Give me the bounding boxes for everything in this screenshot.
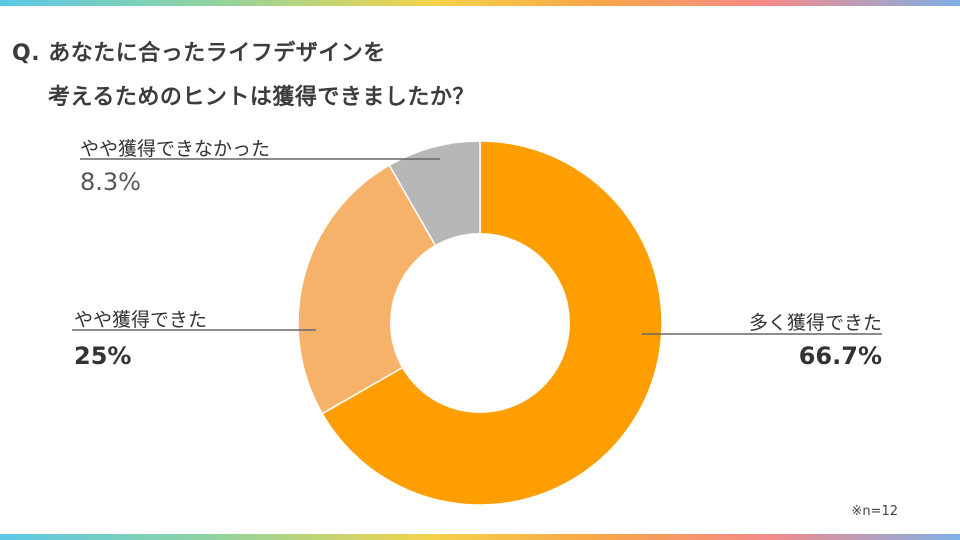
question-title: Q. あなたに合ったライフデザインを 考えるためのヒントは獲得できましたか？ — [12, 32, 475, 120]
bottom-color-stripe — [0, 534, 960, 540]
donut-hole — [390, 233, 570, 413]
label-slightly-not-gained: やや獲得できなかった — [80, 138, 271, 160]
label-slightly-gained: やや獲得できた — [74, 309, 208, 331]
value-slightly-gained: 25% — [74, 342, 132, 370]
question-line-2: 考えるためのヒントは獲得できましたか？ — [48, 85, 475, 110]
value-much-gained: 66.7% — [798, 342, 882, 370]
top-color-stripe — [0, 0, 960, 6]
slice-slightly-gained — [297, 164, 482, 415]
sample-size-note: ※n=12 — [851, 504, 898, 519]
value-slightly-not-gained: 8.3% — [80, 168, 141, 196]
label-much-gained: 多く獲得できた — [748, 312, 882, 334]
question-line-1: Q. あなたに合ったライフデザインを — [12, 41, 386, 66]
